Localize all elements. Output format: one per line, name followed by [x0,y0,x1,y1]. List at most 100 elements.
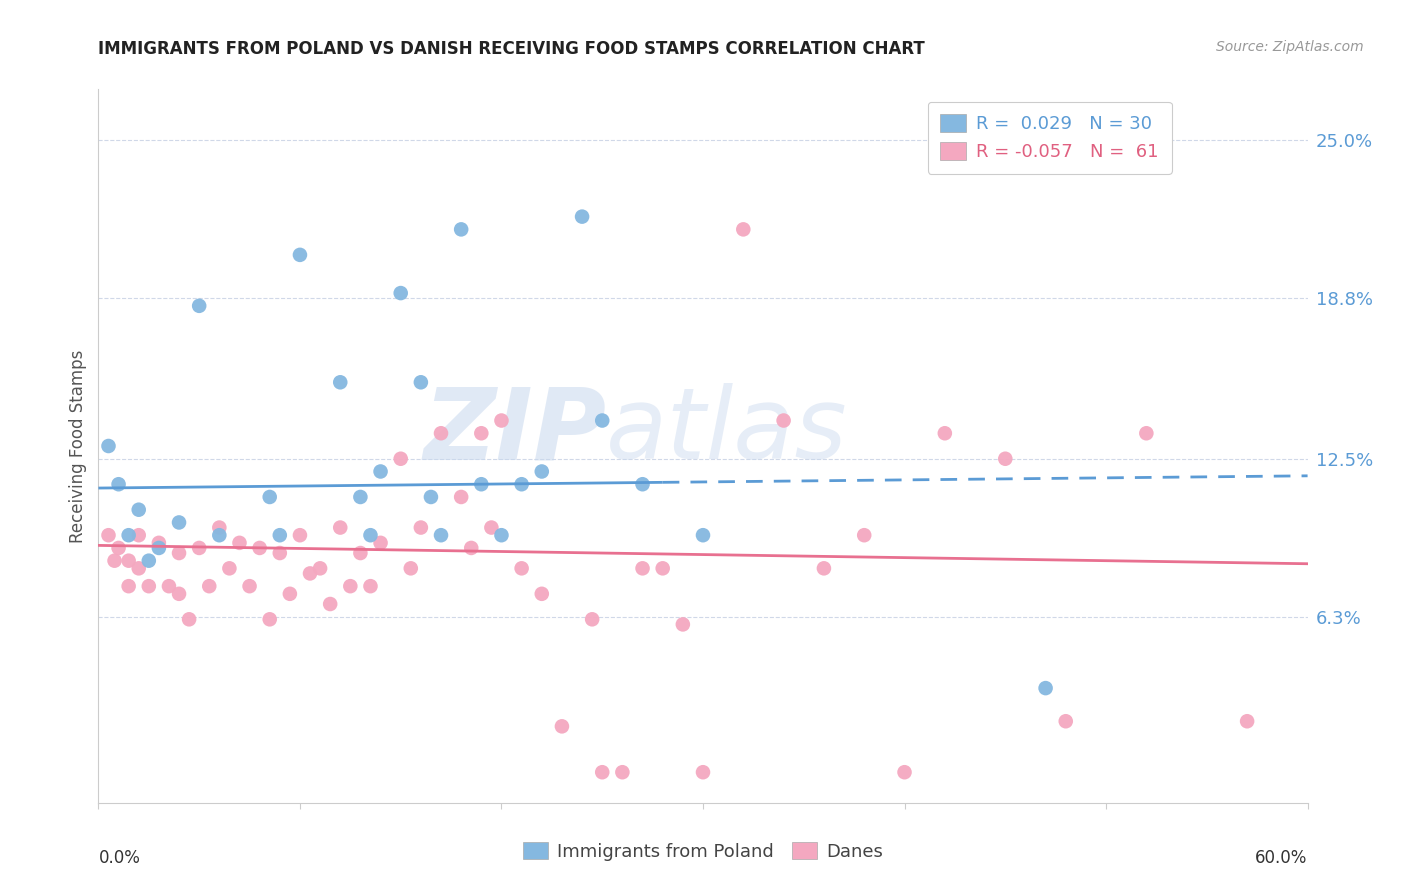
Point [470,477,492,491]
Point [218,561,240,575]
Point [450,222,472,236]
Point [419,490,441,504]
Point [107,541,129,555]
Point [309,561,332,575]
Text: 60.0%: 60.0% [1256,848,1308,867]
Point [319,597,342,611]
Point [491,528,513,542]
Point [259,490,281,504]
Point [118,579,141,593]
Point [228,536,250,550]
Point [481,520,503,534]
Point [128,502,150,516]
Point [167,546,190,560]
Point [148,536,170,550]
Point [239,579,262,593]
Point [288,528,311,542]
Text: IMMIGRANTS FROM POLAND VS DANISH RECEIVING FOOD STAMPS CORRELATION CHART: IMMIGRANTS FROM POLAND VS DANISH RECEIVI… [98,40,925,58]
Text: Source: ZipAtlas.com: Source: ZipAtlas.com [1216,40,1364,54]
Point [430,528,453,542]
Point [530,587,553,601]
Point [107,477,129,491]
Point [389,451,412,466]
Point [118,554,141,568]
Point [692,765,714,780]
Point [329,520,352,534]
Point [118,528,141,542]
Point [409,520,432,534]
Point [470,426,492,441]
Point [128,561,150,575]
Point [1054,714,1077,729]
Point [167,516,190,530]
Point [103,554,125,568]
Point [208,520,231,534]
Point [430,426,453,441]
Point [148,541,170,555]
Point [772,413,794,427]
Point [1236,714,1258,729]
Point [510,561,533,575]
Point [339,579,361,593]
Y-axis label: Receiving Food Stamps: Receiving Food Stamps [69,350,87,542]
Point [278,587,301,601]
Point [329,376,352,390]
Point [631,477,654,491]
Point [269,528,291,542]
Point [591,765,613,780]
Point [813,561,835,575]
Point [288,248,311,262]
Point [249,541,271,555]
Point [733,222,755,236]
Point [138,554,160,568]
Point [188,541,211,555]
Point [934,426,956,441]
Point [299,566,322,581]
Point [491,413,513,427]
Text: atlas: atlas [606,384,848,480]
Point [198,579,221,593]
Point [631,561,654,575]
Point [97,528,120,542]
Point [370,465,392,479]
Point [128,528,150,542]
Legend: Immigrants from Poland, Danes: Immigrants from Poland, Danes [513,833,893,870]
Point [349,490,371,504]
Point [208,528,231,542]
Point [259,612,281,626]
Point [450,490,472,504]
Point [994,451,1017,466]
Point [1035,681,1057,695]
Point [571,210,593,224]
Point [269,546,291,560]
Point [157,579,180,593]
Point [893,765,915,780]
Point [370,536,392,550]
Point [167,587,190,601]
Point [97,439,120,453]
Point [672,617,695,632]
Legend: R =  0.029   N = 30, R = -0.057   N =  61: R = 0.029 N = 30, R = -0.057 N = 61 [928,102,1171,174]
Point [651,561,673,575]
Point [349,546,371,560]
Point [1135,426,1157,441]
Point [551,719,574,733]
Point [360,579,382,593]
Point [138,579,160,593]
Point [591,413,613,427]
Point [510,477,533,491]
Point [409,376,432,390]
Text: 0.0%: 0.0% [98,848,141,867]
Point [530,465,553,479]
Point [612,765,634,780]
Point [177,612,201,626]
Point [581,612,603,626]
Point [360,528,382,542]
Text: ZIP: ZIP [423,384,606,480]
Point [399,561,422,575]
Point [460,541,482,555]
Point [389,286,412,301]
Point [853,528,876,542]
Point [692,528,714,542]
Point [188,299,211,313]
